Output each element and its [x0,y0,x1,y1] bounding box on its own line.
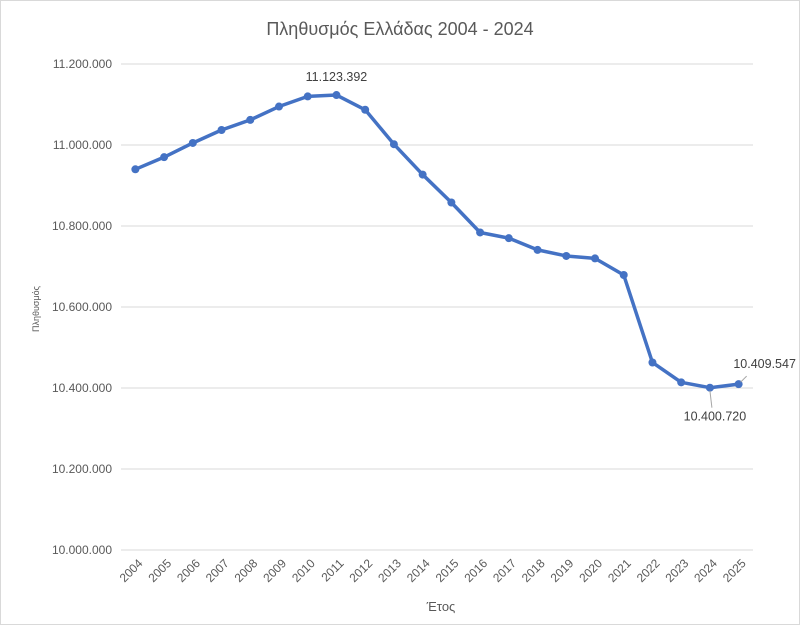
data-label-leader [709,390,713,408]
data-point [476,228,485,237]
series-line [133,93,741,390]
x-tick-label: 2011 [318,556,346,584]
x-tick-label: 2022 [634,556,663,585]
x-tick-label: 2020 [576,556,605,585]
x-tick-label: 2005 [145,556,174,585]
data-point [160,153,169,162]
x-tick-label: 2013 [375,556,404,585]
data-point [533,245,542,254]
data-label: 11.123.392 [306,70,368,84]
y-axis-ticks: 10.000.000 10.200.000 10.400.000 10.600.000… [52,57,112,557]
x-tick-label: 2014 [404,556,433,585]
data-point [303,92,312,101]
y-tick-label: 10.000.000 [52,543,112,557]
data-label: 10.409.547 [733,357,796,371]
series-layer [131,91,743,392]
x-tick-label: 2006 [174,556,203,585]
x-tick-label: 2025 [720,556,749,585]
data-label: 10.400.720 [684,410,747,424]
y-tick-label: 11.200.000 [53,57,112,71]
data-point [619,271,628,280]
data-point [332,91,341,100]
gridlines [121,63,753,551]
data-point [504,234,513,243]
y-tick-label: 10.600.000 [52,300,112,314]
data-point [591,254,599,263]
x-axis-title: Έτος [426,599,456,614]
x-tick-label: 2023 [663,556,692,585]
data-point [188,138,197,147]
data-point [447,198,456,207]
x-tick-label: 2008 [232,556,261,585]
x-tick-label: 2021 [605,556,634,585]
data-point [562,251,571,260]
data-point [648,358,657,367]
data-point [418,170,427,179]
y-tick-label: 11.000.000 [53,138,112,152]
data-point [217,126,226,135]
x-axis-ticks: 2004 2005 2006 2007 2008 2009 2010 2011 2012 2013… [117,556,749,585]
x-tick-label: 2004 [117,556,146,585]
y-tick-label: 10.200.000 [52,462,112,476]
x-tick-label: 2017 [490,556,519,585]
data-label-leader [740,375,747,383]
x-tick-label: 2009 [260,556,289,585]
x-tick-label: 2010 [289,556,318,585]
x-tick-label: 2019 [548,556,577,585]
data-point [389,140,398,149]
x-tick-label: 2007 [203,556,232,585]
y-axis-title: Πληθυσμός [31,285,41,332]
x-tick-label: 2018 [519,556,548,585]
data-point [246,115,255,124]
data-point [361,105,370,114]
y-tick-label: 10.400.000 [52,381,112,395]
y-tick-label: 10.800.000 [52,219,112,233]
chart-title: Πληθυσμός Ελλάδας 2004 - 2024 [266,19,533,39]
x-tick-label: 2024 [691,556,720,585]
x-tick-label: 2016 [461,556,490,585]
x-tick-label: 2015 [433,556,462,585]
data-point [275,102,283,111]
data-labels: 11.123.392 10.400.720 10.409.547 [306,70,796,424]
data-point [677,378,686,387]
x-tick-label: 2012 [347,556,376,585]
data-point [705,383,714,392]
data-point [131,165,140,174]
